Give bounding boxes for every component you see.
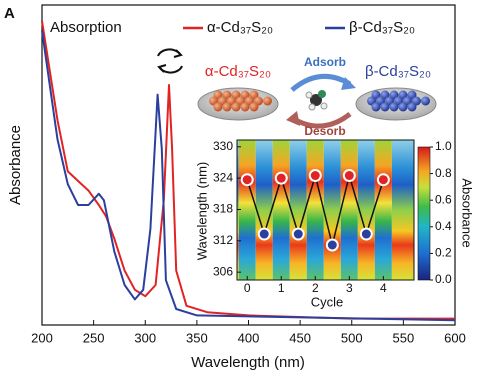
heat-column <box>306 140 324 280</box>
inset-frame <box>236 139 415 281</box>
diagram: Adsorb Desorb α-Cd₃₇S₂₀ β-Cd₃₇S₂₀ <box>197 55 437 138</box>
heat-column <box>237 140 239 280</box>
x-tick-label: 600 <box>444 330 466 345</box>
x-tick-label: 200 <box>31 330 53 345</box>
adsorb-arrow-head <box>341 77 356 90</box>
colorbar-tick-label: 0.4 <box>435 219 452 233</box>
x-tick-label: 3 <box>346 281 353 295</box>
particle <box>222 102 232 112</box>
colorbar-tick-label: 0.8 <box>435 166 452 180</box>
heat-column <box>391 140 414 280</box>
colorbar-tick-label: 1.0 <box>435 139 452 153</box>
legend-label: α-Cd₃₇S₂₀ <box>207 19 273 36</box>
heatmap <box>237 140 414 280</box>
colorbar-tick-label: 0.6 <box>435 192 452 206</box>
colorbar <box>417 146 431 281</box>
desorb-arrow-head <box>286 111 300 126</box>
x-tick-label: 4 <box>380 281 387 295</box>
legend-label: β-Cd₃₇S₂₀ <box>349 19 415 36</box>
point <box>240 173 254 187</box>
heat-column <box>238 140 256 280</box>
particle <box>371 102 381 112</box>
desorb-label: Desorb <box>304 124 345 138</box>
colorbar-tick-label: 0.2 <box>435 246 452 260</box>
x-tick-label: 0 <box>244 281 251 295</box>
particle <box>421 96 430 106</box>
particle <box>389 102 399 112</box>
point <box>359 227 373 241</box>
annotation: Absorption <box>50 19 122 36</box>
point <box>308 169 322 183</box>
spectrum-line <box>41 30 456 322</box>
y-axis-title: Absorbance <box>7 125 24 205</box>
particle <box>240 102 250 112</box>
point <box>291 227 305 241</box>
inset-x-title: Cycle <box>311 294 344 309</box>
heat-column <box>255 140 273 280</box>
particle <box>213 102 223 112</box>
x-tick-label: 550 <box>393 330 415 345</box>
y-tick-label: 330 <box>213 139 233 153</box>
x-tick-label: 250 <box>83 330 105 345</box>
particle <box>249 102 259 112</box>
inset-y-title: Wavelength (nm) <box>194 162 209 261</box>
y-tick-label: 324 <box>213 170 233 184</box>
y-tick-label: 312 <box>213 233 233 247</box>
x-tick-label: 400 <box>238 330 260 345</box>
material-label: α-Cd₃₇S₂₀ <box>205 63 271 80</box>
heat-column <box>323 140 341 280</box>
heat-column <box>357 140 375 280</box>
x-tick-label: 350 <box>186 330 208 345</box>
adsorb-label: Adsorb <box>304 55 346 69</box>
point <box>342 169 356 183</box>
particle <box>231 102 241 112</box>
heat-column <box>272 140 290 280</box>
particle <box>263 96 272 106</box>
x-tick-label: 300 <box>134 330 156 345</box>
point <box>376 173 390 187</box>
x-tick-label: 2 <box>312 281 319 295</box>
point <box>257 227 271 241</box>
rotation-icon <box>157 48 183 74</box>
x-tick-label: 450 <box>289 330 311 345</box>
particle <box>380 102 390 112</box>
heat-column <box>289 140 307 280</box>
panel-label: A <box>4 5 15 22</box>
particle <box>407 102 417 112</box>
material-label: β-Cd₃₇S₂₀ <box>365 63 431 80</box>
heat-column <box>340 140 358 280</box>
spectrum-line <box>41 20 455 320</box>
point <box>325 238 339 252</box>
colorbar-title: Absorbance <box>460 178 475 247</box>
heat-column <box>374 140 392 280</box>
particle <box>398 102 408 112</box>
x-axis-title: Wavelength (nm) <box>191 354 305 371</box>
x-tick-label: 500 <box>341 330 363 345</box>
colorbar-tick-label: 0.0 <box>435 272 452 286</box>
adsorb-arrow <box>290 73 352 92</box>
x-tick-label: 1 <box>278 281 285 295</box>
molecule <box>305 90 328 111</box>
y-tick-label: 306 <box>213 264 233 278</box>
point <box>274 171 288 185</box>
y-tick-label: 318 <box>213 202 233 216</box>
